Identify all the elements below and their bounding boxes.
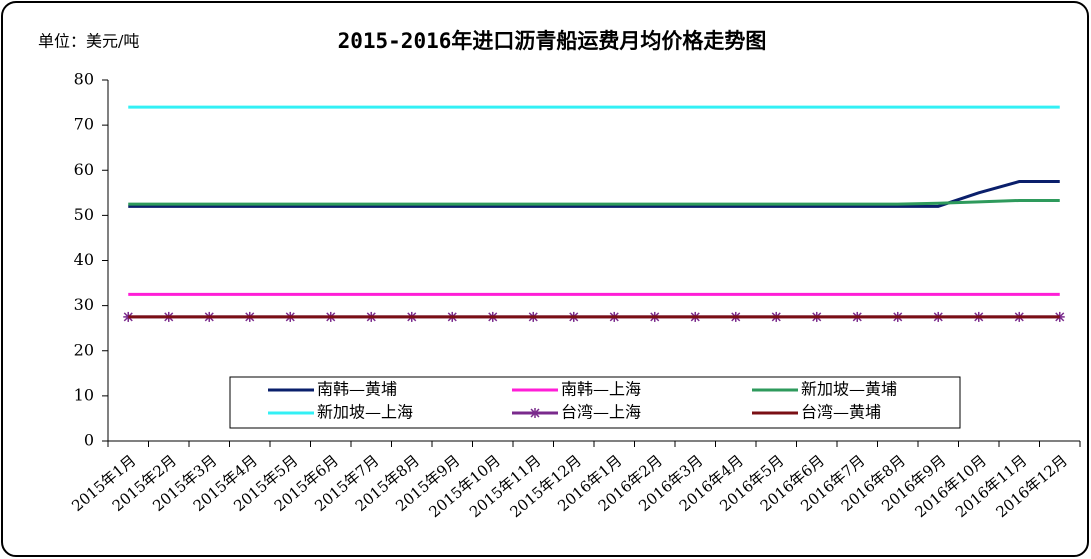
legend-label: 新加坡—上海 [317,403,413,422]
unit-label: 单位：美元/吨 [38,32,139,51]
legend-label: 台湾—上海 [561,403,641,422]
y-tick-label: 20 [74,340,94,359]
y-tick-label: 70 [74,115,94,134]
marker [530,408,540,418]
series-line [128,198,1060,206]
y-tick-label: 0 [84,431,94,450]
legend-label: 台湾—黄埔 [801,403,881,422]
legend [229,376,961,429]
chart-title: 2015-2016年进口沥青船运费月均价格走势图 [338,29,767,53]
legend-label: 南韩—上海 [561,380,641,399]
y-tick-label: 30 [74,295,94,314]
y-tick-label: 50 [74,205,94,224]
y-tick-label: 40 [74,250,94,269]
y-tick-label: 80 [74,70,94,89]
legend-label: 南韩—黄埔 [317,380,397,399]
y-tick-label: 60 [74,160,94,179]
series-line [128,180,1060,208]
y-tick-label: 10 [74,385,94,404]
legend-label: 新加坡—黄埔 [801,380,897,399]
